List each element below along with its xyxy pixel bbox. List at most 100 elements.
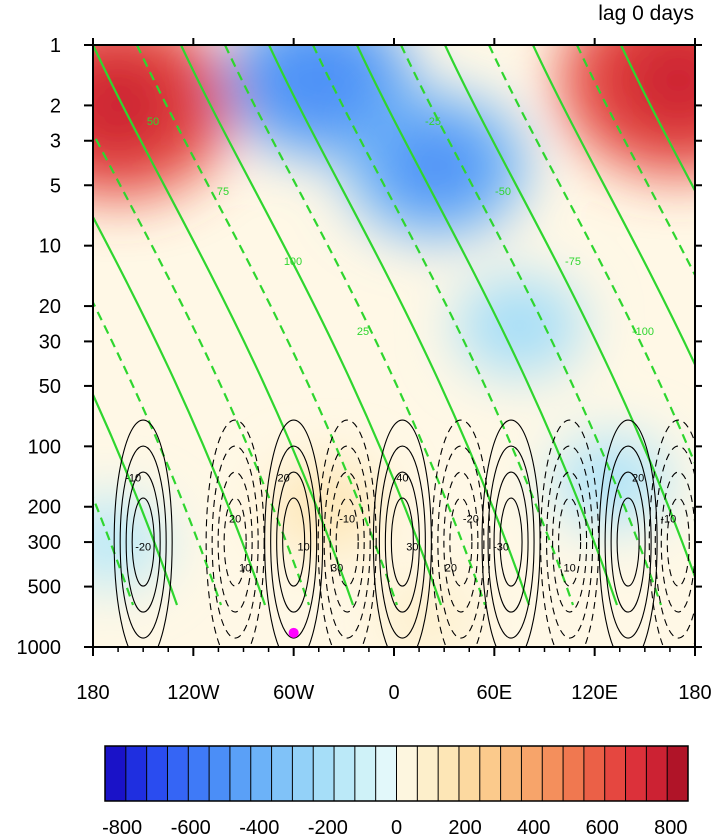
black-contour-3-3	[323, 445, 371, 639]
x-tick-label: 60E	[477, 682, 513, 704]
colorbar-swatch	[458, 746, 481, 801]
black-contour-label: 10	[563, 562, 575, 574]
black-contour-0-1	[131, 497, 155, 587]
y-tick-label: 200	[28, 497, 61, 519]
green-contour-label: 75	[217, 186, 229, 198]
x-tick-label: 60W	[273, 682, 314, 704]
colorbar-swatch	[250, 746, 273, 801]
colorbar-swatch	[167, 746, 189, 801]
black-contour-8-2	[610, 471, 646, 613]
colorbar-label: 600	[586, 817, 619, 838]
black-contour-2-1	[282, 497, 306, 587]
y-tick-label: 300	[28, 532, 61, 554]
y-axis: 1 2 3 5 10 20 30 50 100 200 300 500 1000	[17, 35, 702, 659]
black-contour-label: -10	[125, 473, 141, 485]
colorbar-swatch	[271, 746, 293, 801]
colorbar-label: 0	[391, 817, 402, 838]
colorbar-swatch	[438, 746, 460, 801]
colorbar-swatch	[417, 746, 439, 801]
black-contour-2-4	[264, 419, 324, 647]
black-contour-7-1	[558, 497, 582, 587]
anomaly-core-0	[93, 56, 178, 155]
black-contour-label: 20	[278, 473, 290, 485]
black-contour-5-3	[437, 445, 485, 639]
black-contour-label: -20	[463, 514, 479, 526]
y-tick-label: 1000	[17, 637, 62, 659]
green-contour-label: -50	[495, 186, 511, 198]
anomaly-core-2	[269, 45, 368, 121]
anomaly-core-5	[578, 454, 645, 509]
black-contour-9-3	[654, 445, 695, 639]
colorbar-label: 800	[654, 817, 687, 838]
black-contour-6-4	[481, 419, 541, 647]
black-contour-label: 30	[406, 541, 418, 553]
black-contour-8-3	[604, 445, 652, 639]
black-contour-3-4	[317, 419, 377, 647]
black-contour-1-2	[217, 471, 253, 613]
colorbar-label: -600	[171, 817, 211, 838]
colorbar-label: -200	[308, 817, 348, 838]
green-contour-label: 25	[357, 326, 369, 338]
black-contour-5-1	[449, 497, 473, 587]
colorbar-swatch	[229, 746, 252, 801]
black-contour-6-3	[487, 445, 535, 639]
black-contour-4-2	[384, 471, 420, 613]
colorbar-swatch	[209, 746, 231, 801]
colorbar-frame	[104, 745, 689, 802]
colorbar-swatch	[125, 746, 148, 801]
green-contour-4	[93, 214, 267, 606]
black-contour-label: 10	[298, 541, 310, 553]
chart-title: lag 0 days	[598, 2, 694, 25]
anomaly-core-1	[617, 45, 695, 131]
contour-labels: -10 20 10 30 40 -20 -30 10 20 -10 -20 10 20 -10 30 20 50…	[125, 116, 676, 574]
black-contour-6-1	[499, 497, 523, 587]
black-contour-0-2	[125, 471, 161, 613]
x-tick-label: 180	[678, 682, 711, 704]
colorbar-swatch	[646, 746, 668, 801]
colorbar-swatch	[542, 746, 564, 801]
x-axis: 180 120W 60W 0 60E 120E 180	[76, 38, 712, 704]
colorbar-swatch	[396, 746, 418, 801]
reference-point-marker	[288, 627, 299, 638]
contour-lines	[93, 45, 695, 647]
colorbar-swatch	[583, 746, 606, 801]
y-tick-label: 20	[39, 296, 61, 318]
green-contour-18	[620, 45, 695, 193]
green-contour-label: -75	[565, 256, 581, 268]
black-contour-4-4	[372, 419, 432, 647]
green-contour-label: -25	[425, 116, 441, 128]
y-tick-label: 2	[50, 95, 61, 117]
green-contour-14	[444, 45, 695, 581]
colorbar-swatch	[146, 746, 168, 801]
black-contour-label: 20	[445, 562, 457, 574]
x-tick-label: 120E	[571, 682, 618, 704]
black-contour-2-3	[270, 445, 318, 639]
black-contour-label: 20	[229, 514, 241, 526]
black-contour-label: -20	[135, 541, 151, 553]
green-contour-label: 50	[147, 116, 159, 128]
x-tick-label: 120W	[167, 682, 219, 704]
black-contour-label: 10	[239, 562, 251, 574]
plot-area: -10 20 10 30 40 -20 -30 10 20 -10 -20 10 20 -10 30 20 50…	[93, 45, 695, 647]
colorbar-swatch	[500, 746, 522, 801]
colorbar: -800 -600 -400 -200 0 200 400 600 800	[102, 745, 689, 838]
anomaly-core-6	[93, 516, 141, 568]
black-contour-label: 20	[632, 473, 644, 485]
black-contour-1-3	[211, 445, 259, 639]
black-contour-0-3	[119, 445, 167, 639]
colorbar-swatch	[334, 746, 356, 801]
black-contour-7-2	[552, 471, 588, 613]
x-tick-label: 0	[388, 682, 399, 704]
colorbar-swatch	[521, 746, 543, 801]
colorbar-swatch	[354, 746, 377, 801]
black-contour-label: -10	[660, 514, 676, 526]
colorbar-swatch	[667, 746, 689, 801]
green-contour-label: -100	[632, 326, 654, 338]
green-contour-10	[268, 45, 531, 606]
reference-marker-layer	[288, 627, 299, 638]
colorbar-swatch	[188, 746, 210, 801]
anomaly-core-4	[485, 297, 554, 354]
colorbar-swatch	[313, 746, 335, 801]
green-contour-12	[356, 45, 619, 606]
x-tick-label: 180	[76, 682, 109, 704]
